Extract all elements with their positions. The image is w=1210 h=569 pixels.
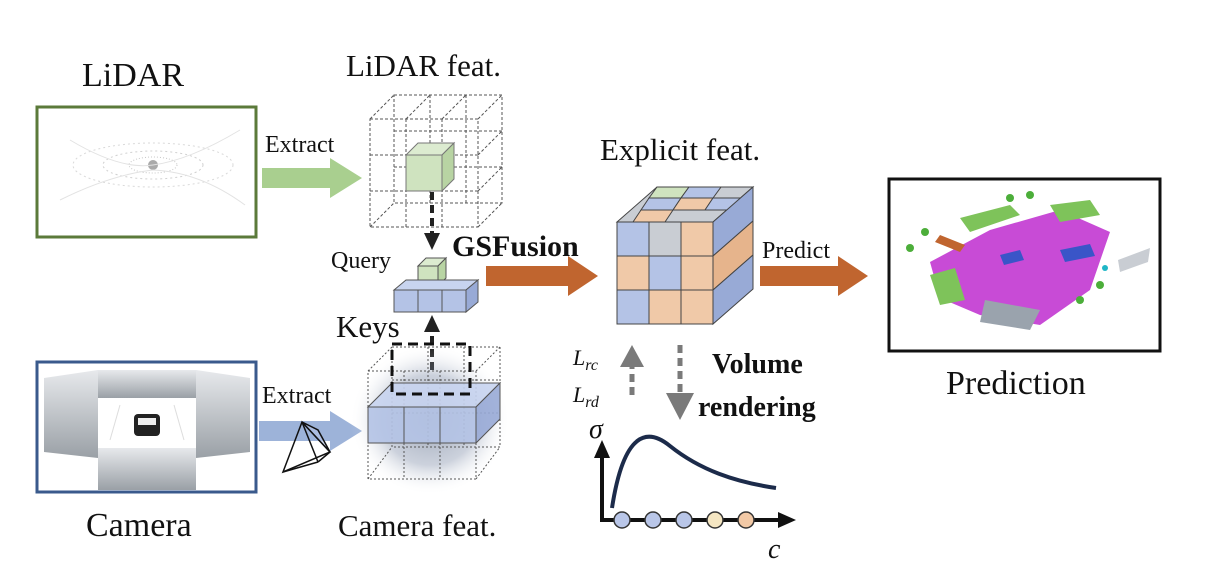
camera-feat-grid (366, 342, 502, 480)
sample-point (737, 511, 755, 529)
lidar-feat-title: LiDAR feat. (346, 48, 501, 83)
prediction-occupancy (906, 191, 1150, 330)
camera-frustum-icon (281, 420, 332, 474)
density-curve (610, 434, 777, 509)
sample-points (613, 511, 755, 529)
lidar-query-arrowhead (424, 233, 440, 250)
render-arrow-down (666, 345, 694, 420)
loss-arrow-up (620, 345, 644, 395)
camera-title: Camera (86, 507, 192, 544)
camera-feat-title: Camera feat. (338, 508, 496, 543)
keys-up-arrowhead (424, 315, 440, 332)
prediction-title: Prediction (946, 365, 1086, 402)
sample-point (706, 511, 724, 529)
density-plot (594, 434, 796, 529)
fusion-arrow (486, 256, 598, 296)
sample-point (613, 511, 631, 529)
lidar-feat-highlight-cell (404, 141, 456, 193)
volume-label: Volume (712, 349, 803, 380)
gsfusion-label: GSFusion (452, 230, 579, 263)
predict-arrow (760, 256, 868, 296)
lidar-extract-arrow (262, 158, 362, 198)
sample-point (675, 511, 693, 529)
camera-extract-label: Extract (262, 383, 332, 409)
query-label: Query (331, 248, 391, 274)
explicit-feat-title: Explicit feat. (600, 132, 760, 167)
sample-point (644, 511, 662, 529)
lidar-point-cloud (59, 129, 246, 206)
camera-surround-view (44, 370, 250, 490)
lidar-feat-grid (369, 94, 503, 228)
keys-block (392, 278, 480, 314)
lidar-title: LiDAR (82, 57, 184, 94)
explicit-feat-cube (615, 185, 755, 326)
lidar-frame (35, 105, 258, 239)
predict-label: Predict (762, 238, 830, 264)
rendering-label: rendering (698, 392, 816, 423)
c-label: c (768, 534, 781, 564)
loss-rc-label: Lrc (572, 345, 598, 374)
keys-label: Keys (336, 309, 400, 344)
lidar-extract-label: Extract (265, 132, 335, 158)
loss-rd-label: Lrd (572, 382, 600, 411)
sigma-label: σ (589, 414, 604, 445)
